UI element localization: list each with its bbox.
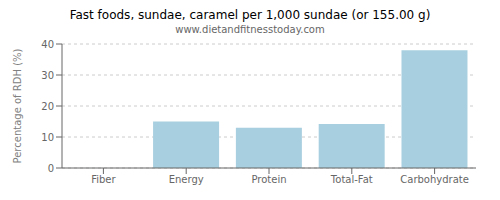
svg-text:0: 0 [48,163,54,174]
svg-text:30: 30 [41,70,54,81]
svg-text:Fiber: Fiber [91,174,116,185]
svg-text:40: 40 [41,39,54,50]
svg-text:Energy: Energy [169,174,204,185]
svg-text:Carbohydrate: Carbohydrate [400,174,469,185]
svg-text:10: 10 [41,132,54,143]
svg-text:20: 20 [41,101,54,112]
svg-text:Percentage of RDH (%): Percentage of RDH (%) [12,48,23,163]
svg-text:Protein: Protein [251,174,286,185]
html-text:www.dietandfitnesstoday.com: www.dietandfitnesstoday.com [175,24,325,35]
svg-text:Total-Fat: Total-Fat [330,174,373,185]
html-text:Fast foods, sundae, caramel pe: Fast foods, sundae, caramel per 1,000 su… [69,8,431,22]
